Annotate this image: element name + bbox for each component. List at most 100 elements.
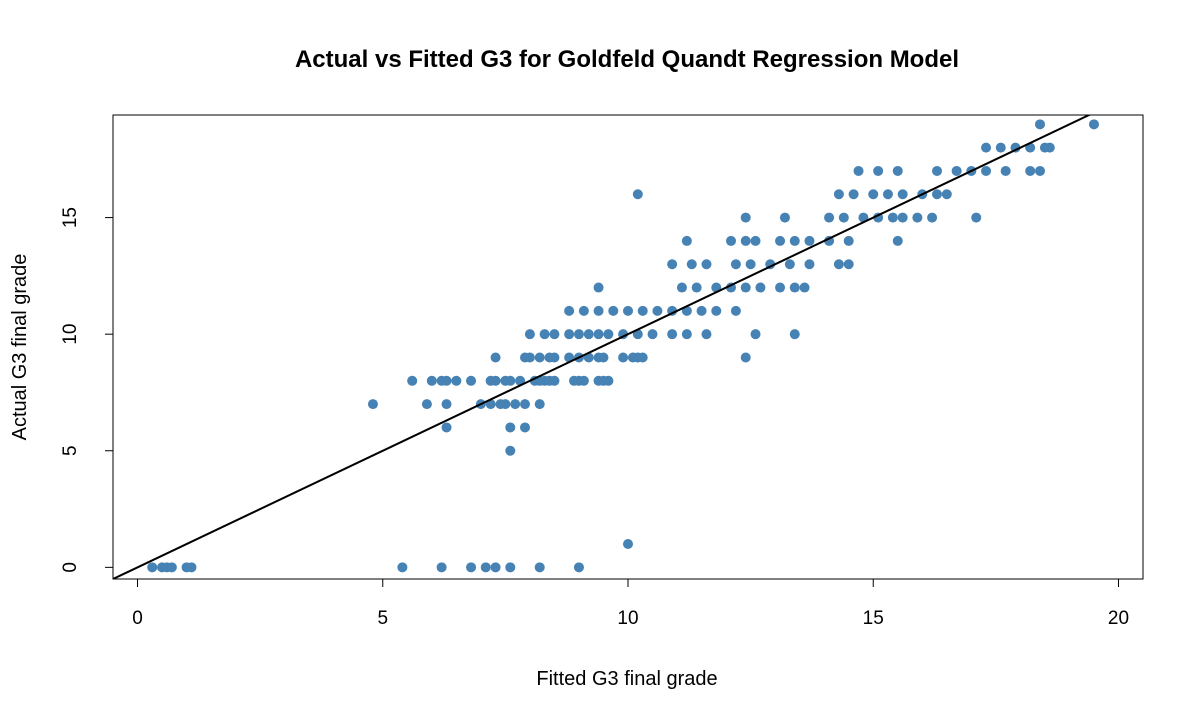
data-point [603,375,614,386]
data-point [564,305,575,316]
data-point [804,259,815,270]
data-point [603,329,614,340]
data-point [789,235,800,246]
data-point [578,305,589,316]
data-point [784,259,795,270]
data-point [652,305,663,316]
data-points [147,119,1099,573]
data-point [755,282,766,293]
data-point [838,212,849,223]
data-point [932,165,942,176]
data-point [696,305,707,316]
data-point [892,235,903,246]
data-point [441,422,452,433]
x-tick-label: 15 [863,608,884,629]
data-point [726,235,736,246]
data-point [971,212,982,223]
data-point [887,212,898,223]
data-point [637,305,648,316]
data-point [618,352,629,363]
data-point [367,399,378,410]
data-point [676,282,687,293]
data-point [1035,165,1045,176]
data-point [421,399,432,410]
data-point [593,305,604,316]
data-point [637,352,648,363]
plot-frame [112,114,1144,580]
data-point [480,562,491,573]
data-point [779,212,790,223]
data-point [927,212,938,223]
data-point [598,352,609,363]
data-point [539,329,550,340]
y-tick-label: 15 [60,207,81,228]
data-point [745,259,756,270]
data-point [147,562,158,573]
data-point [534,562,545,573]
data-point [534,352,545,363]
data-point [510,399,521,410]
data-point [833,259,844,270]
data-point [573,562,584,573]
data-point [436,562,447,573]
data-point [711,305,722,316]
data-point [583,329,594,340]
data-point [848,189,859,200]
data-point [843,259,854,270]
y-tick-label: 10 [60,324,81,345]
data-point [789,329,800,340]
data-point [593,329,604,340]
data-point [186,562,197,573]
data-point [549,375,560,386]
data-point [441,399,452,410]
data-point [833,189,844,200]
x-tick-label: 0 [132,608,143,629]
data-point [534,399,545,410]
data-point [681,235,692,246]
data-point [873,165,884,176]
data-point [397,562,408,573]
data-point [426,375,437,386]
data-point [750,329,761,340]
y-axis: 0 5 10 15 [60,207,114,573]
data-point [843,235,854,246]
data-point [804,235,815,246]
data-point [750,235,761,246]
data-point [740,235,751,246]
data-point [789,282,800,293]
data-point [775,235,786,246]
data-point [701,329,712,340]
data-point [868,189,879,200]
data-point [407,375,418,386]
data-point [505,562,516,573]
data-point [1044,142,1055,153]
data-point [593,282,604,293]
x-axis-label: Fitted G3 final grade [536,668,717,690]
data-point [505,422,516,433]
data-point [1000,165,1011,176]
data-point [490,562,501,573]
data-point [730,305,741,316]
data-point [632,189,643,200]
data-point [995,142,1006,153]
data-point [166,562,177,573]
data-point [505,375,516,386]
data-point [701,259,712,270]
data-point [775,282,786,293]
data-point [740,282,751,293]
data-point [466,562,477,573]
data-point [951,165,962,176]
data-point [740,352,751,363]
y-tick-label: 0 [60,562,81,573]
y-tick-label: 5 [60,445,81,456]
data-point [500,399,511,410]
data-point [686,259,697,270]
data-point [524,329,535,340]
x-tick-label: 5 [377,608,388,629]
data-point [490,375,501,386]
data-point [441,375,452,386]
data-point [853,165,864,176]
data-point [912,212,923,223]
data-point [1025,165,1036,176]
